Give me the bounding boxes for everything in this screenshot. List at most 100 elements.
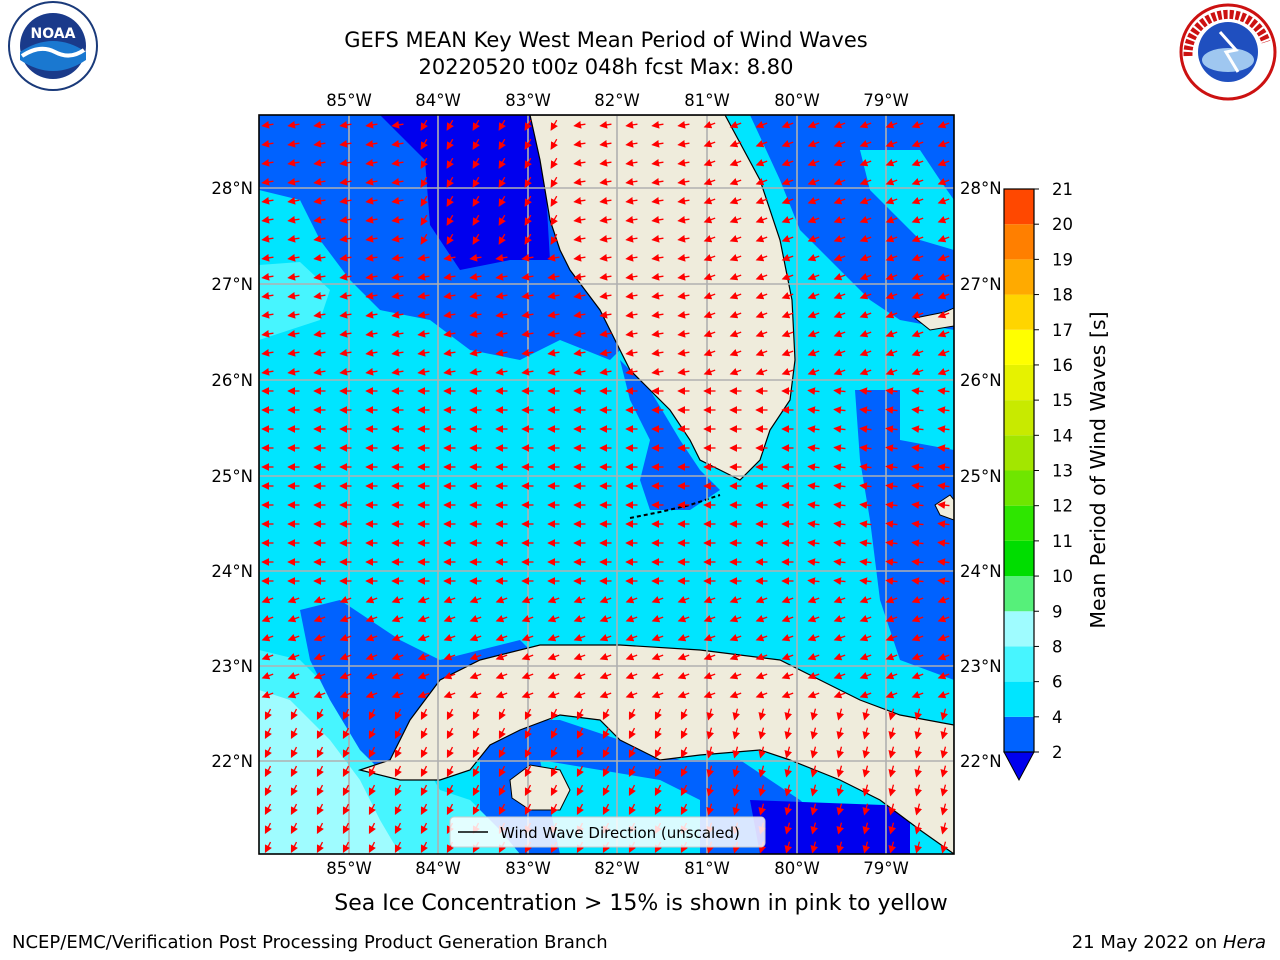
wind-arrow xyxy=(573,671,586,680)
wind-arrow xyxy=(859,690,872,699)
wind-arrow xyxy=(781,253,794,262)
wind-arrow xyxy=(703,310,716,319)
wind-arrow xyxy=(365,272,378,281)
lat-label-left: 24°N xyxy=(211,562,253,581)
wind-arrow xyxy=(261,196,274,205)
wind-arrow xyxy=(654,708,662,721)
wind-arrow xyxy=(859,614,872,623)
wind-arrow xyxy=(599,633,612,642)
wind-arrow xyxy=(472,803,480,816)
wind-arrow xyxy=(833,539,846,547)
wind-arrow xyxy=(807,614,820,623)
wind-arrow xyxy=(677,348,690,357)
lat-label-right: 27°N xyxy=(960,275,1002,294)
map-frame xyxy=(258,114,955,855)
wind-arrow xyxy=(287,196,300,205)
wind-arrow xyxy=(417,614,430,623)
wind-arrow xyxy=(290,841,298,854)
wind-arrow xyxy=(495,272,508,281)
wind-arrow xyxy=(677,177,690,186)
wind-arrow xyxy=(391,120,404,129)
wind-arrow xyxy=(443,367,456,376)
wind-arrow xyxy=(573,329,586,338)
wind-arrow xyxy=(339,329,352,338)
wind-arrow xyxy=(833,196,846,205)
wind-arrow xyxy=(391,671,404,680)
wind-arrow xyxy=(937,234,950,243)
wind-arrow xyxy=(911,633,924,642)
wind-arrow xyxy=(781,291,794,300)
wind-arrow xyxy=(313,253,326,262)
wind-arrow xyxy=(937,463,950,471)
wind-arrow xyxy=(651,633,664,642)
wind-arrow xyxy=(836,727,845,740)
wind-arrow xyxy=(339,633,352,642)
wind-arrow xyxy=(781,348,794,357)
wind-arrow xyxy=(784,803,793,816)
wind-arrow xyxy=(784,727,793,740)
wind-arrow xyxy=(859,310,872,319)
wind-arrow xyxy=(654,746,662,759)
wind-arrow xyxy=(313,215,326,224)
colorbar-tick-label: 15 xyxy=(1052,391,1073,410)
wind-arrow xyxy=(755,234,768,243)
wind-arrow xyxy=(368,727,376,740)
wind-arrow xyxy=(342,708,350,721)
wind-arrow xyxy=(703,614,716,623)
wind-arrow xyxy=(807,234,820,243)
wind-arrow xyxy=(339,690,352,699)
wind-arrow xyxy=(885,539,898,547)
wind-arrow xyxy=(862,765,871,778)
wind-arrow xyxy=(391,253,404,262)
wind-arrow xyxy=(287,690,300,699)
wind-arrow xyxy=(576,727,584,740)
wind-arrow xyxy=(446,746,454,759)
wind-arrow xyxy=(833,158,846,167)
wind-arrow xyxy=(469,329,482,338)
wind-arrow xyxy=(625,633,638,642)
wind-arrow xyxy=(498,765,506,778)
wind-arrow xyxy=(420,765,428,778)
wind-arrow xyxy=(316,746,324,759)
wind-arrow xyxy=(677,234,690,243)
wind-arrow xyxy=(807,425,820,433)
wind-arrow xyxy=(888,765,897,778)
colorbar-swatch xyxy=(1004,364,1034,401)
wind-arrow xyxy=(550,708,558,721)
wind-arrow xyxy=(914,765,923,778)
colorbar: 2 4 6 8 9 10 11 12 13 14 15 16 17 18 19 20 21 xyxy=(1003,180,1073,782)
wind-arrow xyxy=(732,746,741,759)
wind-arrow xyxy=(368,803,376,816)
wind-arrow xyxy=(498,708,506,721)
wind-arrow xyxy=(859,120,872,129)
wind-arrow xyxy=(885,234,898,243)
map-legend: Wind Wave Direction (unscaled) xyxy=(449,816,766,848)
wind-arrow xyxy=(810,727,819,740)
wind-arrow xyxy=(755,215,768,224)
wind-arrow xyxy=(914,841,923,854)
lon-label-top: 81°W xyxy=(684,91,730,110)
wind-arrow xyxy=(911,196,924,205)
wind-arrow xyxy=(651,272,664,281)
wind-arrow xyxy=(911,671,924,680)
wind-arrow xyxy=(287,120,300,129)
wind-arrow xyxy=(859,577,872,585)
wind-arrow xyxy=(287,633,300,642)
wind-arrow xyxy=(732,765,741,778)
wind-arrow xyxy=(625,614,638,623)
wind-arrow xyxy=(599,196,612,205)
colorbar-swatch xyxy=(1004,470,1034,506)
wind-arrow xyxy=(394,727,402,740)
date-text: 21 May 2022 on xyxy=(1071,932,1223,953)
wind-arrow xyxy=(807,671,820,680)
wind-arrow xyxy=(394,841,402,854)
wind-arrow xyxy=(495,253,508,262)
wind-arrow xyxy=(550,233,558,245)
wind-arrow xyxy=(810,841,819,854)
wind-arrow xyxy=(316,708,324,721)
wind-arrow xyxy=(524,233,532,245)
wind-arrow xyxy=(469,614,482,623)
wind-arrow xyxy=(677,139,690,148)
wind-arrow xyxy=(521,690,534,699)
wind-arrow xyxy=(365,234,378,243)
